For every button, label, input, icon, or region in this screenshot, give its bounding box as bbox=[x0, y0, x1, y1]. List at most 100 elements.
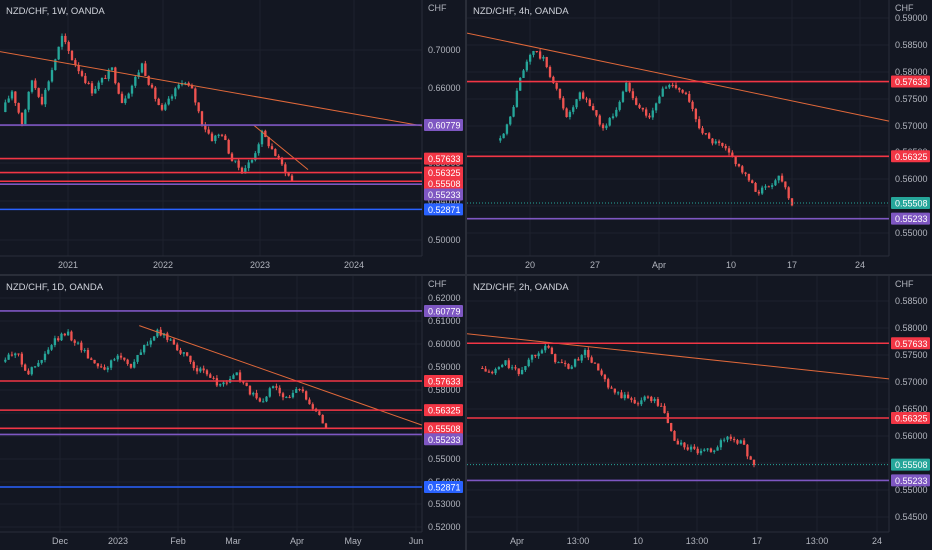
candle bbox=[50, 67, 54, 83]
candle bbox=[278, 385, 281, 397]
candle-body bbox=[588, 99, 591, 106]
candle bbox=[264, 129, 267, 138]
candle-body bbox=[754, 183, 757, 192]
candle bbox=[641, 107, 645, 112]
trend-line[interactable] bbox=[467, 32, 890, 122]
price-level-badge bbox=[424, 404, 463, 417]
candle-body bbox=[106, 367, 109, 370]
chart-panel-2h[interactable]: 0.58500 0.58000 0.57500 0.57000 0.56500 0.560… bbox=[467, 276, 932, 550]
candle bbox=[114, 66, 117, 85]
candle bbox=[580, 354, 583, 363]
candle-body bbox=[184, 82, 187, 84]
candle bbox=[60, 33, 64, 50]
candle bbox=[126, 358, 129, 366]
price-level-label: 0.52871 bbox=[424, 481, 463, 494]
candle bbox=[245, 382, 248, 387]
chart-1d-svg[interactable]: 0.620000.610000.600000.590000.580000.570… bbox=[0, 276, 465, 550]
candle bbox=[567, 363, 570, 370]
chart-panel-1d[interactable]: 0.620000.610000.600000.590000.580000.570… bbox=[0, 276, 465, 550]
candle bbox=[532, 50, 535, 58]
chart-1w-svg[interactable]: 0.700000.660000.620000.580000.540000.500… bbox=[0, 0, 465, 274]
candle bbox=[650, 395, 653, 403]
candle-body bbox=[582, 92, 585, 99]
candle-body bbox=[44, 89, 47, 105]
candle-body bbox=[10, 91, 14, 99]
chart-title: NZD/CHF, 1W, OANDA bbox=[6, 6, 105, 17]
candle bbox=[37, 360, 40, 368]
candle bbox=[199, 366, 202, 373]
candle bbox=[20, 112, 24, 127]
candle-body bbox=[764, 186, 767, 188]
candle bbox=[197, 102, 200, 114]
price-level-badge bbox=[424, 433, 463, 446]
candle bbox=[717, 139, 721, 146]
price-level-label: 0.55233 bbox=[891, 474, 930, 487]
candle-body bbox=[611, 116, 615, 119]
candle-body bbox=[656, 399, 660, 406]
candle bbox=[607, 377, 610, 390]
trend-line[interactable] bbox=[139, 325, 423, 426]
candle bbox=[515, 88, 519, 108]
candle bbox=[10, 351, 14, 357]
price-axis[interactable] bbox=[889, 0, 932, 274]
time-tick-label: 20 bbox=[525, 260, 535, 270]
candle bbox=[117, 82, 120, 95]
chart-2h-svg[interactable]: 0.58500 0.58000 0.57500 0.57000 0.56500 0.560… bbox=[467, 276, 932, 550]
candle-body bbox=[732, 438, 736, 441]
chart-panel-4h[interactable]: 0.590000.585000.580000.575000.570000.565… bbox=[467, 0, 932, 274]
candle-body bbox=[210, 133, 214, 142]
candle-body bbox=[568, 111, 572, 117]
chart-panel-1w[interactable]: 0.700000.660000.620000.580000.540000.500… bbox=[0, 0, 465, 274]
candle-body bbox=[741, 166, 744, 173]
time-tick-label: 13:00 bbox=[567, 536, 590, 546]
candle-body bbox=[116, 355, 119, 360]
chart-4h-svg[interactable]: 0.590000.585000.580000.575000.570000.565… bbox=[467, 0, 932, 274]
candle-body bbox=[630, 398, 633, 400]
candle bbox=[86, 347, 90, 359]
candle bbox=[517, 368, 520, 377]
candle-body bbox=[542, 57, 545, 59]
time-tick-label: 27 bbox=[590, 260, 600, 270]
candle-body bbox=[644, 109, 648, 116]
candle bbox=[157, 97, 160, 106]
candle-body bbox=[152, 336, 156, 341]
trend-line[interactable] bbox=[252, 124, 309, 170]
candle-body bbox=[544, 345, 547, 351]
candle bbox=[172, 338, 176, 345]
candle-body bbox=[580, 355, 583, 361]
candle bbox=[578, 91, 582, 102]
candle bbox=[630, 396, 633, 403]
candle-body bbox=[170, 96, 174, 99]
price-tick-label: 0.55000 bbox=[895, 228, 928, 238]
trend-line[interactable] bbox=[467, 333, 890, 380]
candle-body bbox=[14, 91, 17, 104]
price-level-value: 0.60779 bbox=[428, 121, 461, 131]
candle bbox=[254, 151, 257, 162]
candle-body bbox=[324, 423, 328, 428]
candle bbox=[301, 386, 305, 393]
price-tick-label: 0.55000 bbox=[428, 454, 461, 464]
candle-body bbox=[119, 355, 123, 358]
price-axis[interactable] bbox=[422, 0, 465, 274]
price-tick-label: 0.57000 bbox=[895, 377, 928, 387]
candle bbox=[628, 82, 631, 93]
candle bbox=[187, 81, 190, 87]
candle bbox=[174, 86, 177, 100]
candle-body bbox=[4, 359, 7, 362]
candle-body bbox=[752, 459, 756, 465]
candle-body bbox=[109, 360, 113, 368]
candle bbox=[481, 365, 484, 369]
horizontal-divider[interactable] bbox=[0, 274, 932, 276]
candle bbox=[620, 389, 623, 399]
candle-body bbox=[146, 344, 149, 346]
candle bbox=[271, 385, 275, 389]
candle bbox=[713, 449, 716, 454]
candle bbox=[703, 448, 706, 452]
candle-body bbox=[54, 59, 57, 71]
candle-body bbox=[625, 82, 628, 92]
candle bbox=[547, 344, 550, 349]
trend-line[interactable] bbox=[0, 50, 423, 127]
candle bbox=[200, 110, 204, 127]
candle-body bbox=[212, 377, 215, 379]
candle-body bbox=[130, 85, 134, 94]
